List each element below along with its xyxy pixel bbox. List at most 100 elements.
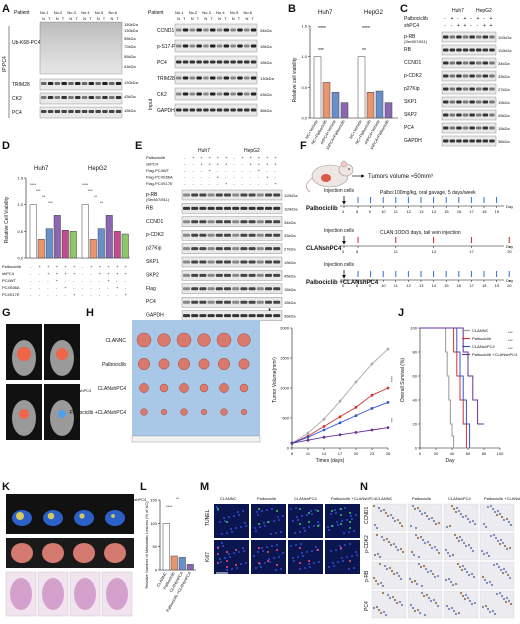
band-right: [182, 44, 189, 48]
n-cell: [392, 542, 396, 546]
m-nucleus: [255, 567, 257, 569]
n-cell: [489, 534, 493, 538]
m-nucleus: [303, 527, 305, 529]
i-point: [386, 401, 390, 404]
d-sign: +: [116, 264, 119, 269]
d-sign: -: [90, 285, 92, 290]
m-col-label: Palbociclib: [257, 496, 277, 501]
n-cell: [452, 609, 456, 613]
c-sign: +: [490, 16, 493, 22]
n-cell: [468, 520, 472, 524]
band-c: [462, 35, 469, 39]
n-cell: [450, 504, 454, 508]
n-cell: [426, 570, 430, 574]
j-xtick-label: 60: [466, 451, 471, 456]
e-row-label: p-RB: [146, 192, 158, 198]
band-e: [183, 206, 190, 210]
band-c: [462, 139, 469, 143]
m-nucleus: [224, 520, 226, 522]
m-nucleus: [337, 524, 339, 526]
n-cell: [420, 584, 424, 588]
n-cell: [409, 524, 413, 528]
band-ck2-a: [81, 96, 88, 99]
j-legend-label: CLANNC: [472, 328, 489, 333]
e-sign: +: [217, 175, 220, 180]
n-cell: [382, 538, 386, 542]
n-cell: [409, 603, 413, 607]
m-positive-cell: [340, 514, 342, 516]
band-c: [449, 74, 456, 78]
m-nucleus: [233, 515, 235, 517]
n-cell: [399, 577, 403, 581]
blot-right-4: [174, 87, 258, 101]
m-nucleus: [292, 557, 294, 559]
band-pc4-a: [109, 110, 115, 113]
n-cell: [428, 543, 432, 547]
m-nucleus: [253, 555, 255, 557]
d-sign: -: [116, 292, 118, 297]
band-right: [216, 108, 223, 112]
band-trim28-a: [109, 82, 115, 85]
c-kda: 110kDa: [498, 35, 512, 40]
e-sign: -: [250, 175, 252, 180]
e-sign: -: [225, 175, 227, 180]
band-e: [240, 300, 248, 304]
band-c: [462, 87, 469, 91]
d-sign-label: PC4S56A: [2, 285, 20, 290]
j-ytick-label: 100: [410, 326, 417, 331]
g-label: CLANNC: [8, 328, 25, 333]
n-cell: [425, 593, 429, 597]
n-ihc-image: [371, 503, 407, 532]
band-c: [482, 48, 489, 52]
d-sign: +: [47, 271, 50, 276]
band-c: [462, 74, 469, 78]
tumor-specimen: [160, 408, 168, 416]
k-liver-fluor: [74, 510, 94, 526]
band-right: [230, 28, 236, 32]
band-e: [191, 220, 199, 224]
band-right: [196, 108, 202, 112]
j-xtick-label: 40: [450, 451, 455, 456]
band-c: [449, 48, 456, 52]
c-kda: 19kDa: [498, 100, 510, 105]
n-cell: [381, 584, 385, 588]
d-sig: ***: [48, 200, 53, 205]
n-cell: [453, 533, 457, 537]
n-cell: [496, 509, 500, 513]
e-sign: +: [200, 162, 203, 167]
m-nucleus: [264, 562, 266, 564]
n-cell: [504, 570, 508, 574]
m-nucleus: [292, 520, 294, 522]
n-cell: [449, 580, 453, 584]
a-nt-left: T: [103, 16, 106, 21]
band-right: [223, 44, 230, 48]
b-ytick-label: 0.0: [301, 116, 307, 121]
m-nucleus: [224, 557, 226, 559]
panel-e: Huh7 HepG2 Palbociclib - + + + + + - + + + + +shPC4-…: [146, 148, 298, 321]
band-pc4-a: [41, 110, 47, 113]
m-nucleus: [226, 569, 228, 571]
l-bar: [178, 557, 186, 571]
d-sign: +: [125, 271, 128, 276]
m-nucleus: [257, 514, 259, 516]
n-cell: [467, 573, 471, 577]
n-cell: [432, 598, 436, 602]
n-cell: [378, 562, 382, 566]
band-e: [265, 260, 272, 264]
a-patient-right-2: No.3: [202, 10, 211, 15]
blot-right-5: [174, 103, 258, 117]
m-nucleus: [311, 550, 313, 552]
c-sign: -: [444, 16, 446, 22]
e-treat-label: Flag-PC4WT: [146, 168, 170, 173]
i-xtick-label: 20: [354, 451, 359, 456]
m-nucleus: [353, 567, 355, 569]
n-cell: [502, 518, 506, 522]
k-label: Palbociclib: [39, 497, 59, 502]
m-nucleus: [233, 552, 235, 554]
m-positive-cell: [308, 521, 310, 523]
f-day-label: Day: [506, 244, 513, 249]
tumor-specimen: [157, 333, 171, 347]
band-e: [191, 287, 199, 291]
d-sign: -: [90, 278, 92, 283]
l-bar: [186, 564, 194, 571]
